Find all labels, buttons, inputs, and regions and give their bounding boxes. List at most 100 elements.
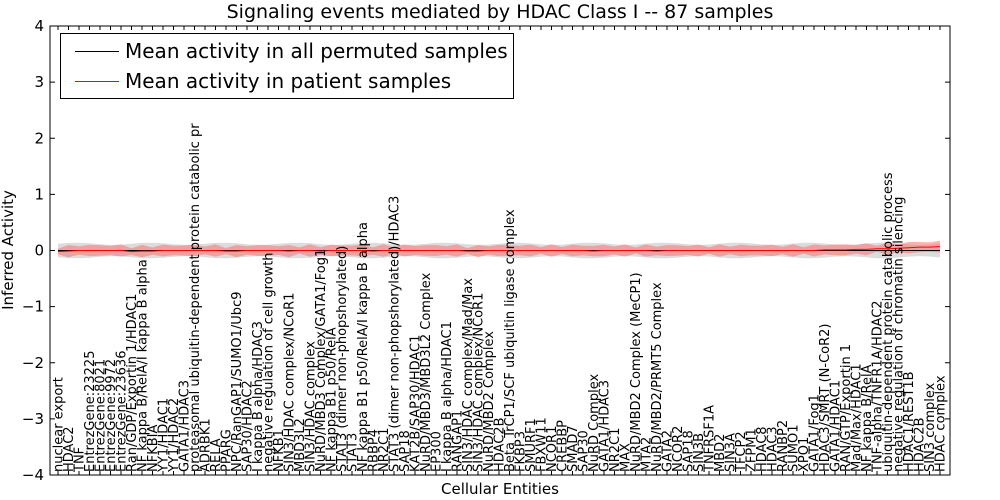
entity-label: SIN3/HDAC complex (304, 341, 319, 472)
entity-label: ADRBK1 (199, 418, 214, 472)
entity-label: negative regulation of cell growth (262, 252, 277, 472)
entity-label: NuRD/MBD2 Complex (MeCP1) (629, 272, 644, 472)
legend-swatch-permuted (75, 51, 119, 52)
entity-label: EntrezGene:8021 (94, 359, 109, 472)
entity-label: NCOR1 (545, 426, 560, 472)
y-tick-label: −1 (22, 298, 44, 316)
entity-label: GATA1/Fog1 (808, 394, 823, 472)
entity-label: GATA1/HDAC3 (598, 380, 613, 472)
entity-label: Beta TrCP1/SCF ubiquitin ligase complex (503, 209, 518, 472)
y-axis: 4 3 2 1 0 −1 −2 −3 −4 (22, 17, 950, 484)
entity-label: STAT3 (dimer non-phopshorylated) (335, 246, 350, 472)
entity-label: NFKB1 (272, 429, 287, 472)
entity-label: SUMO1 (787, 425, 802, 473)
entity-label: TNF-alpha/TNFR1A/HDAC2 (871, 300, 886, 473)
y-tick-label: 1 (34, 185, 44, 203)
entity-label: EP300 (430, 431, 445, 472)
entity-label: NFKBIA (146, 425, 161, 472)
entity-label: NuRD Complex (587, 374, 602, 472)
entity-label: XPO1 (797, 437, 812, 472)
entity-label: RANBP2 (776, 420, 791, 472)
entity-label: RELA (209, 438, 224, 472)
entity-label: NPC/RanGAP1/SUMO1/Ubc9 (230, 292, 245, 472)
entity-label: HDAC2B (493, 418, 508, 473)
y-tick-label: 4 (34, 17, 44, 35)
entity-label: SIN3/HDAC complex/NCoR1 (472, 293, 487, 472)
entity-label: NuRD/MBD3 Complex/GATA1/Fog1 (314, 249, 329, 472)
entity-label: TFCP2 (734, 431, 749, 473)
entity-label: RAN/GTP/Exportin 1 (839, 344, 854, 472)
entity-label: SAP30 (577, 430, 592, 472)
entity-label: TNF (73, 447, 88, 473)
entity-label: HDAC2 (62, 426, 77, 472)
entity-label: STAT3 (346, 433, 361, 472)
entity-label: SAP18 (682, 430, 697, 472)
entity-label: FBXW11 (535, 417, 550, 472)
entity-label: SMURF1 (524, 418, 539, 472)
legend-item-patient: Mean activity in patient samples (61, 67, 513, 97)
entity-label: GATA1/HDAC1 (829, 380, 844, 472)
entity-label: RANGAP1 (451, 410, 466, 472)
entity-label: SAP18 (398, 430, 413, 472)
entity-label: GATA1/HDAC3 (178, 380, 193, 472)
legend-swatch-patient (75, 81, 119, 82)
legend-label-patient: Mean activity in patient samples (125, 69, 452, 93)
entity-label: nuclear export (52, 377, 67, 472)
series-line-patient (57, 246, 941, 253)
patient-band (58, 240, 940, 258)
entity-label: NF kappa B/RelA (860, 364, 875, 472)
entity-label: ZFPM1 (745, 428, 760, 472)
entity-label: SIN3 complex (923, 382, 938, 472)
entity-label: YY1/HDAC1 (157, 398, 172, 473)
entity-label: NR2C1 (377, 428, 392, 472)
entity-label: MBD3L2 (293, 418, 308, 472)
entity-label: ubiquitin-dependent protein catabolic pr… (881, 172, 896, 472)
y-tick-label: −2 (22, 354, 44, 372)
entity-label: NF kappa B1 p50/RelA (325, 327, 340, 472)
entity-label: HDAC8 (755, 426, 770, 472)
entity-label: EntrezGene:9972 (104, 359, 119, 472)
entity-label: SIN3/HDAC complex/Mad/Max (461, 278, 476, 472)
entity-label: SIN3A (724, 433, 739, 472)
entity-label: Mad/Max/HDAC1 (850, 363, 865, 472)
entity-label: SIN3B (692, 433, 707, 472)
entity-label: NCOR2 (671, 426, 686, 472)
entity-label: HDAC3 (766, 426, 781, 472)
entity-label: MTA2 (640, 437, 655, 472)
entity-label: CREBBP (556, 420, 571, 472)
entity-label: KAT2B/SAP30/HDAC1 (409, 335, 424, 472)
entity-label: I kappa B alpha/HDAC1 (440, 321, 455, 472)
entity-label: proteasomal ubiquitin-dependent protein … (188, 123, 203, 472)
entity-label: EntrezGene:23636 (115, 351, 130, 472)
y-axis-label: Inferred Activity (0, 190, 17, 310)
entity-label: GATA2 (661, 430, 676, 472)
entity-label: STAT3 (dimer non-phopshorylated)/HDAC3 (388, 196, 403, 472)
entity-label: HDAC1/REST1B (902, 371, 917, 472)
entity-label: HDAC complex (934, 375, 949, 472)
entity-label: SIN3/HDAC complex/NCoR1 (283, 293, 298, 472)
legend-label-permuted: Mean activity in all permuted samples (125, 39, 508, 63)
entity-label: HDAC3/SMRT (N-CoR2) (818, 324, 833, 472)
entity-label: TNFRSF1A (703, 405, 718, 473)
entity-label: MAX (619, 443, 634, 472)
entity-label: NuRD/MBD3/MBD3L2 Complex (419, 272, 434, 472)
entity-label: FKBP3 (514, 431, 529, 472)
entity-label: NF kappa B1 p50/RelA/I kappa B alpha (356, 222, 371, 472)
y-tick-label: 0 (34, 242, 44, 260)
entity-label: SAP30/HDAC2 (241, 380, 256, 472)
entity-label: NF kappa B/RelA/I kappa B alpha (136, 259, 151, 472)
entity-label: MBD2 (713, 434, 728, 472)
y-tick-label: 3 (34, 73, 44, 91)
x-axis-label: Cellular Entities (441, 480, 559, 498)
y-tick-label: 2 (34, 129, 44, 147)
entity-label: YY1/HDAC2 (167, 398, 182, 473)
entity-label: HDAC2B (913, 418, 928, 473)
chart-title: Signaling events mediated by HDAC Class … (227, 1, 774, 23)
series-lines (57, 246, 941, 253)
entity-labels: nuclear exportHDAC2TNFEntrezGene:23225En… (52, 123, 949, 473)
entity-label: SMAD7 (566, 425, 581, 472)
entity-label: NuRD/MBD2 Complex (482, 331, 497, 472)
entity-label: EntrezGene:23225 (83, 351, 98, 472)
entity-label: NuRD/MBD2/PRMT5 Complex (650, 282, 665, 472)
